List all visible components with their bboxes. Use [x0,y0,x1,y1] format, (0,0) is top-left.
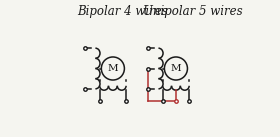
Text: M: M [171,64,181,73]
Text: M: M [108,64,118,73]
Text: Unipolar 5 wires: Unipolar 5 wires [143,5,243,18]
Text: Bipolar 4 wires: Bipolar 4 wires [78,5,168,18]
